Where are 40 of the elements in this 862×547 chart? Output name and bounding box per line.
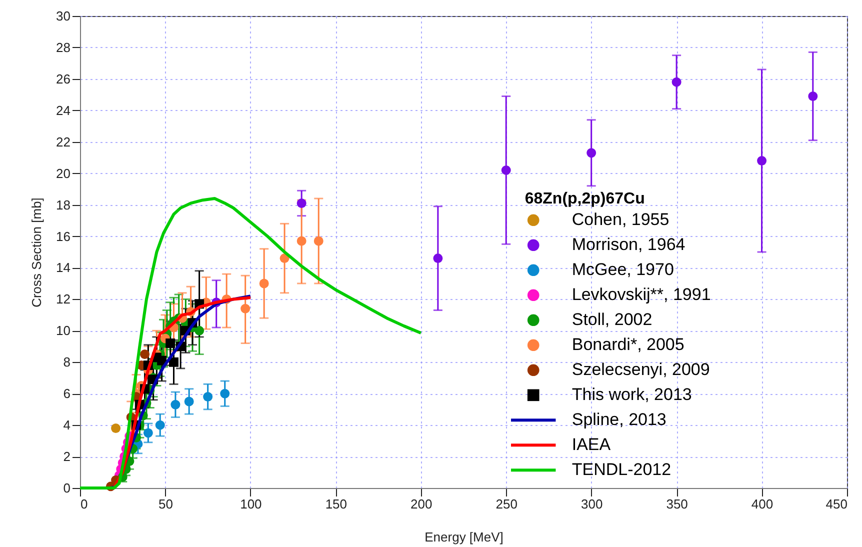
y-tick-label: 30 <box>56 8 70 24</box>
legend-label: Spline, 2013 <box>572 410 666 430</box>
y-axis-title: Cross Section [mb] <box>29 198 44 308</box>
legend-label: TENDL-2012 <box>572 460 672 480</box>
legend-label: Morrison, 1964 <box>572 235 686 254</box>
legend-label: Levkovskij**, 1991 <box>572 285 711 304</box>
y-tick-label: 20 <box>56 166 70 181</box>
y-tick-label: 16 <box>56 228 70 244</box>
y-tick-label: 22 <box>56 134 70 150</box>
y-tick-label: 0 <box>63 480 70 496</box>
y-tick-label: 28 <box>56 40 70 55</box>
x-tick-label: 400 <box>751 496 774 512</box>
x-tick-label: 150 <box>325 496 348 512</box>
y-tick-label: 10 <box>56 323 70 338</box>
y-tick-label: 6 <box>63 386 70 402</box>
legend-label: McGee, 1970 <box>572 260 674 280</box>
x-tick-label: 50 <box>158 496 173 512</box>
y-tick-label: 24 <box>56 102 70 118</box>
y-tick-label: 4 <box>63 418 70 433</box>
x-tick-label: 0 <box>80 496 88 512</box>
x-tick-label: 200 <box>410 496 432 512</box>
y-tick-label: 18 <box>56 197 70 212</box>
legend-label: Stoll, 2002 <box>572 310 652 330</box>
legend-label: Bonardi*, 2005 <box>572 335 684 354</box>
legend-label: Szelecsenyi, 2009 <box>572 360 710 380</box>
y-tick-label: 2 <box>63 449 70 464</box>
y-tick-label: 26 <box>56 71 70 86</box>
x-tick-label: 450 <box>826 496 848 512</box>
x-tick-label: 350 <box>666 496 688 512</box>
legend-title: 68Zn(p,2p)67Cu <box>524 190 645 208</box>
legend-label: IAEA <box>572 435 612 454</box>
x-axis-title: Energy [MeV] <box>424 530 504 544</box>
x-tick-label: 250 <box>496 496 518 512</box>
y-tick-label: 8 <box>63 354 70 370</box>
y-tick-label: 12 <box>56 292 70 307</box>
x-tick-label: 300 <box>580 496 603 512</box>
x-tick-label: 100 <box>240 496 262 512</box>
y-tick-label: 14 <box>56 260 70 276</box>
legend-label: Cohen, 1955 <box>572 210 670 230</box>
legend-label: This work, 2013 <box>572 385 692 404</box>
